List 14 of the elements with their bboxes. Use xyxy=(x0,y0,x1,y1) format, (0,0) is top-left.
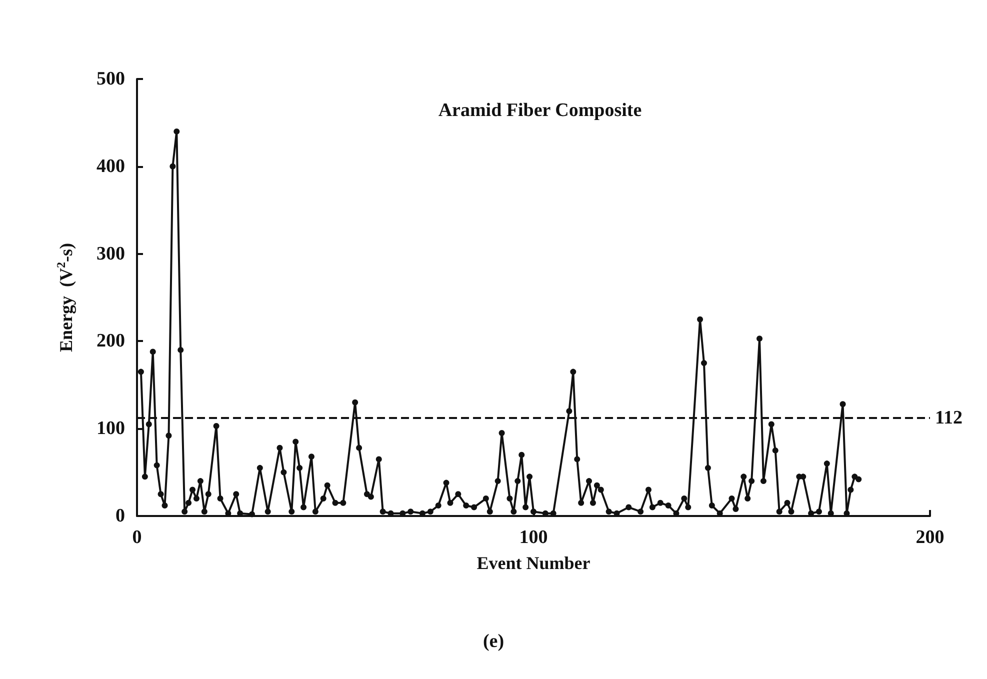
text: (e) xyxy=(482,631,504,652)
y-tick-label: 100 xyxy=(96,418,125,440)
y-axis-title: Energy (V2-s) xyxy=(54,243,76,352)
ref-line-label: 112 xyxy=(935,408,962,429)
x-tick-label: 100 xyxy=(519,527,548,548)
y-tick-label: 500 xyxy=(96,68,125,90)
y-tick-label: 200 xyxy=(96,330,125,352)
y-tick-label: 0 xyxy=(116,506,125,526)
x-axis-title: Event Number xyxy=(476,553,590,573)
text: Aramid Fiber Composite xyxy=(438,100,642,121)
y-tick-label: 300 xyxy=(96,243,125,264)
x-tick-label: 0 xyxy=(132,527,142,548)
y-tick-label: 400 xyxy=(96,156,125,177)
x-tick-label: 200 xyxy=(916,527,944,548)
